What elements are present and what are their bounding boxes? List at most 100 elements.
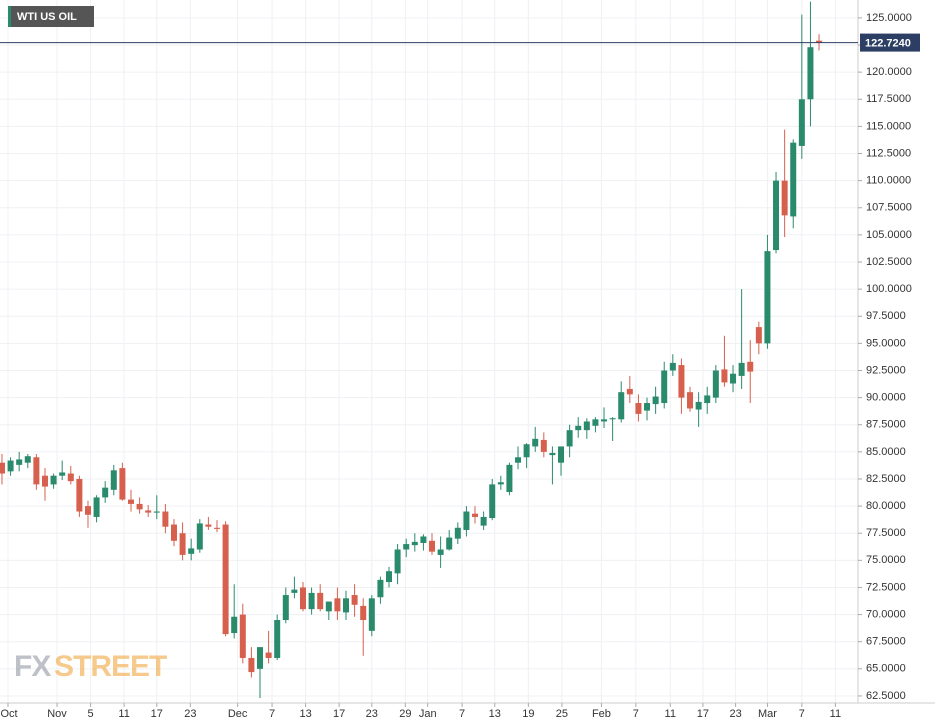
x-tick-label: 17 xyxy=(697,708,709,720)
watermark-fx: FX xyxy=(14,650,51,683)
candle-body xyxy=(93,497,100,517)
candle-body xyxy=(360,605,367,621)
x-tick-label: 29 xyxy=(399,708,411,720)
current-price-label: 122.7240 xyxy=(865,37,911,49)
x-tick-label: 13 xyxy=(489,708,501,720)
candle-body xyxy=(76,478,83,512)
title-box xyxy=(8,6,94,27)
candle-body xyxy=(558,446,565,463)
candle-body xyxy=(403,544,410,550)
candle-body xyxy=(738,362,745,376)
candle-body xyxy=(317,592,324,610)
y-tick-label: 102.5000 xyxy=(866,256,912,268)
current-price-box xyxy=(860,33,920,52)
y-tick-label: 62.5000 xyxy=(866,690,906,702)
candle-body xyxy=(127,499,134,504)
candle-body xyxy=(773,180,780,251)
title-accent xyxy=(8,6,11,27)
candle-body xyxy=(446,537,453,550)
x-tick-label: 7 xyxy=(459,708,465,720)
y-tick-label: 85.0000 xyxy=(866,446,906,458)
candle-body xyxy=(644,403,651,411)
candle-body xyxy=(41,475,48,487)
candle-body xyxy=(566,430,573,447)
candle-body xyxy=(394,549,401,574)
x-tick-label: 11 xyxy=(830,708,841,720)
candle-body xyxy=(523,444,530,458)
y-tick-label: 97.5000 xyxy=(866,310,906,322)
candle-body xyxy=(437,549,444,555)
candle-body xyxy=(497,482,504,485)
candle-body xyxy=(24,456,31,463)
x-tick-label: 19 xyxy=(522,708,534,720)
candle-body xyxy=(721,369,728,383)
candle-body xyxy=(170,524,177,541)
candle-body xyxy=(816,40,823,43)
y-tick-label: 87.5000 xyxy=(866,419,906,431)
candle-body xyxy=(618,392,625,420)
y-tick-label: 70.0000 xyxy=(866,608,906,620)
y-tick-label: 95.0000 xyxy=(866,337,906,349)
candle-body xyxy=(274,620,281,658)
candle-body xyxy=(188,548,195,554)
candle-body xyxy=(807,47,814,100)
candle-body xyxy=(790,142,797,217)
candle-body xyxy=(145,510,152,513)
candle-body xyxy=(136,503,143,510)
y-tick-label: 72.5000 xyxy=(866,581,906,593)
candle-body xyxy=(506,464,513,492)
candle-body xyxy=(377,579,384,598)
candle-body xyxy=(265,652,272,658)
candle-body xyxy=(411,541,418,546)
candle-body xyxy=(489,484,496,519)
candle-body xyxy=(213,527,220,529)
candle-body xyxy=(583,421,590,431)
x-tick-label: Feb xyxy=(592,708,611,720)
x-tick-label: 25 xyxy=(556,708,568,720)
candle-body xyxy=(704,395,711,404)
candle-body xyxy=(334,598,341,612)
candle-body xyxy=(687,392,694,409)
x-tick-label: 23 xyxy=(366,708,378,720)
candle-body xyxy=(196,523,203,550)
y-tick-label: 82.5000 xyxy=(866,473,906,485)
candle-body xyxy=(472,513,479,517)
axes: 62.5000 65.0000 67.5000 70.0000 72.5000 75.00… xyxy=(0,12,920,720)
x-tick-label: Oct xyxy=(0,708,17,720)
candle-body xyxy=(429,540,436,552)
candle-body xyxy=(282,595,289,621)
y-tick-label: 80.0000 xyxy=(866,500,906,512)
x-tick-label: 7 xyxy=(799,708,805,720)
watermark-street: STREET xyxy=(54,650,167,683)
x-tick-label: Jan xyxy=(419,708,437,720)
candle-body xyxy=(781,180,788,216)
candle-body xyxy=(231,616,238,634)
candle-body xyxy=(300,587,307,610)
grid xyxy=(0,0,858,703)
candle-body xyxy=(7,460,14,472)
candle-body xyxy=(515,457,522,463)
x-tick-label: 7 xyxy=(633,708,639,720)
x-tick-label: 17 xyxy=(151,708,163,720)
candle-body xyxy=(678,365,685,398)
candle-body xyxy=(532,438,539,447)
candle-body xyxy=(747,361,754,372)
candle-body xyxy=(712,370,719,398)
candle-body xyxy=(601,419,608,422)
candle-body xyxy=(695,401,702,410)
candle-body xyxy=(798,99,805,146)
candle-body xyxy=(540,439,547,452)
candle-body xyxy=(119,468,126,500)
candles xyxy=(0,1,823,699)
candle-body xyxy=(205,524,212,527)
candle-body xyxy=(661,370,668,404)
y-tick-label: 125.0000 xyxy=(866,12,912,24)
y-tick-label: 117.5000 xyxy=(866,93,911,105)
x-tick-label: 11 xyxy=(665,708,676,720)
candle-body xyxy=(179,533,186,555)
candle-body xyxy=(102,487,109,498)
y-tick-label: 100.0000 xyxy=(866,283,912,295)
candle-body xyxy=(626,388,633,395)
